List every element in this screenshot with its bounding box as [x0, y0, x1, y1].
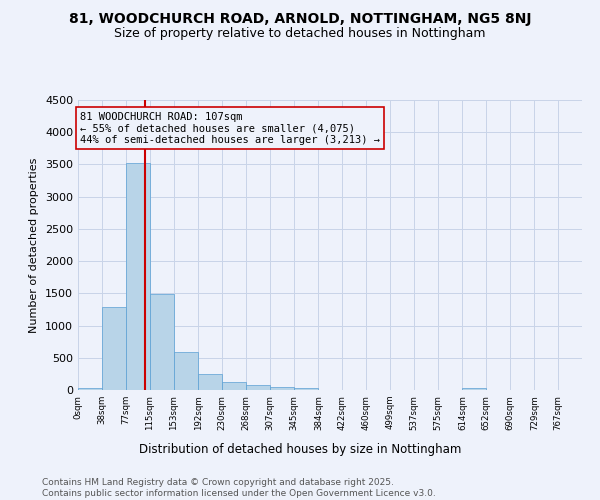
Bar — [126, 162, 150, 390]
Y-axis label: Number of detached properties: Number of detached properties — [29, 158, 40, 332]
Bar — [174, 352, 197, 390]
Text: Contains HM Land Registry data © Crown copyright and database right 2025.
Contai: Contains HM Land Registry data © Crown c… — [42, 478, 436, 498]
Bar — [463, 388, 486, 390]
Bar — [78, 388, 102, 390]
Bar — [198, 374, 222, 390]
Bar — [270, 387, 294, 390]
Bar — [246, 385, 269, 390]
Text: Distribution of detached houses by size in Nottingham: Distribution of detached houses by size … — [139, 442, 461, 456]
Bar — [102, 307, 125, 390]
Text: 81, WOODCHURCH ROAD, ARNOLD, NOTTINGHAM, NG5 8NJ: 81, WOODCHURCH ROAD, ARNOLD, NOTTINGHAM,… — [69, 12, 531, 26]
Bar — [222, 382, 246, 390]
Text: Size of property relative to detached houses in Nottingham: Size of property relative to detached ho… — [114, 28, 486, 40]
Text: 81 WOODCHURCH ROAD: 107sqm
← 55% of detached houses are smaller (4,075)
44% of s: 81 WOODCHURCH ROAD: 107sqm ← 55% of deta… — [80, 112, 380, 145]
Bar — [294, 388, 318, 390]
Bar — [150, 294, 174, 390]
